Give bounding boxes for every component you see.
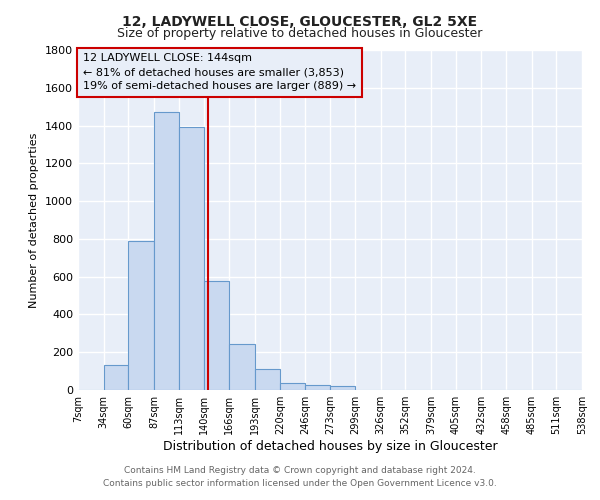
Bar: [229, 344, 254, 390]
Text: 12 LADYWELL CLOSE: 144sqm
← 81% of detached houses are smaller (3,853)
19% of se: 12 LADYWELL CLOSE: 144sqm ← 81% of detac…: [83, 54, 356, 92]
X-axis label: Distribution of detached houses by size in Gloucester: Distribution of detached houses by size …: [163, 440, 497, 453]
Text: Contains HM Land Registry data © Crown copyright and database right 2024.
Contai: Contains HM Land Registry data © Crown c…: [103, 466, 497, 487]
Y-axis label: Number of detached properties: Number of detached properties: [29, 132, 40, 308]
Text: 12, LADYWELL CLOSE, GLOUCESTER, GL2 5XE: 12, LADYWELL CLOSE, GLOUCESTER, GL2 5XE: [122, 15, 478, 29]
Bar: [305, 386, 331, 390]
Bar: [280, 384, 305, 390]
Bar: [104, 366, 128, 390]
Text: Size of property relative to detached houses in Gloucester: Size of property relative to detached ho…: [118, 28, 482, 40]
Bar: [154, 112, 179, 390]
Bar: [179, 128, 204, 390]
Bar: [128, 241, 154, 390]
Bar: [331, 386, 355, 390]
Bar: [204, 282, 229, 390]
Bar: [254, 369, 280, 390]
